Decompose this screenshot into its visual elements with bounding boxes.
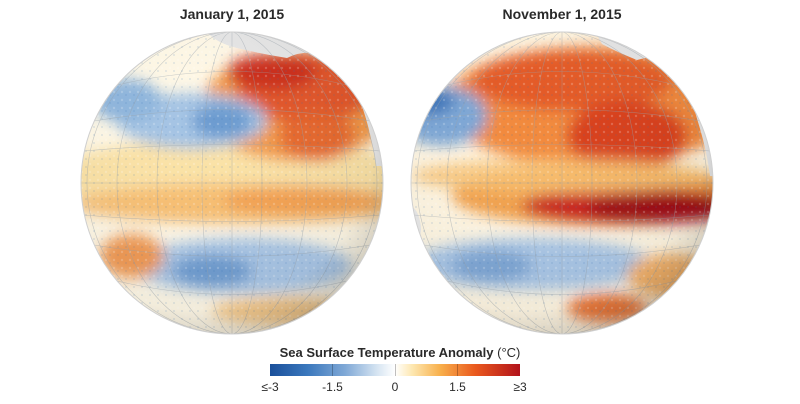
legend-title: Sea Surface Temperature Anomaly (°C)	[0, 345, 800, 360]
globe-november-2015	[410, 31, 714, 335]
legend-tick-mark	[457, 364, 458, 376]
legend-tick-label: 0	[391, 380, 399, 394]
legend-tick-label: -1.5	[322, 380, 343, 394]
legend-title-unit: (°C)	[493, 345, 521, 360]
legend-tick-mark	[332, 364, 333, 376]
legend-title-text: Sea Surface Temperature Anomaly	[279, 345, 494, 360]
panel-title-november: November 1, 2015	[502, 6, 622, 22]
legend-tick-label: 1.5	[449, 380, 466, 394]
legend-color-bar	[270, 364, 520, 376]
globe-january-2015	[80, 31, 384, 335]
legend-tick-label: ≥3	[513, 380, 527, 394]
legend-tick-mark	[394, 364, 396, 376]
panel-title-january: January 1, 2015	[179, 6, 285, 22]
legend-tick-label: ≤-3	[261, 380, 279, 394]
